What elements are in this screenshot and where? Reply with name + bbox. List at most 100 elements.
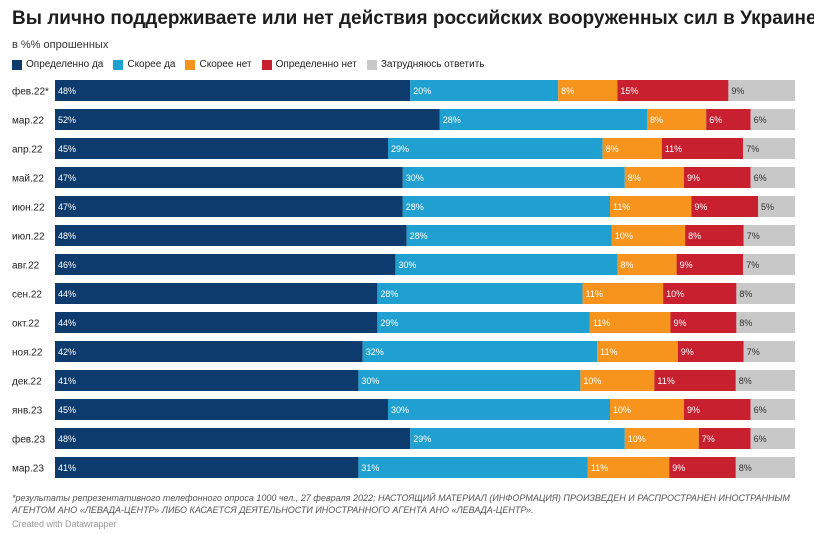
bar-segment (55, 457, 359, 478)
bar-segment (358, 370, 581, 391)
bar-segment (362, 341, 598, 362)
bar-value-label: 41% (58, 376, 76, 386)
bar-value-label: 11% (600, 347, 617, 357)
bar-segment (750, 109, 795, 130)
bar-segment (684, 167, 751, 188)
legend-label: Скорее да (127, 59, 176, 70)
bar-segment (743, 138, 795, 159)
row-label: сен.22 (12, 290, 42, 301)
row-label: авг.22 (12, 261, 40, 272)
bar-segment (587, 457, 670, 478)
bar-value-label: 6% (754, 405, 767, 415)
legend-item: Определенно нет (261, 59, 357, 70)
legend-swatch (113, 59, 124, 70)
bar-segment (684, 399, 751, 420)
bar-segment (55, 428, 411, 449)
bar-segment (55, 283, 378, 304)
row-label: май.22 (12, 174, 44, 185)
bar-value-label: 30% (391, 405, 409, 415)
bar-segment (55, 196, 403, 217)
bar-segment (55, 370, 359, 391)
bar-segment (743, 254, 795, 275)
bar-value-label: 28% (410, 231, 428, 241)
bar-value-label: 42% (58, 347, 76, 357)
row-label: апр.22 (12, 145, 43, 156)
bar-value-label: 46% (58, 260, 76, 270)
bar-value-label: 31% (361, 463, 379, 473)
row-label: июн.22 (12, 203, 45, 214)
bar-value-label: 7% (747, 231, 760, 241)
bar-segment (55, 167, 403, 188)
bar-value-label: 8% (739, 463, 752, 473)
legend-label: Затрудняюсь ответить (380, 59, 485, 70)
row-label: мар.22 (12, 116, 44, 127)
bar-segment (388, 138, 603, 159)
legend-label: Определенно да (26, 59, 104, 70)
bar-value-label: 6% (754, 434, 767, 444)
bar-value-label: 20% (413, 86, 431, 96)
bar-value-label: 32% (366, 347, 384, 357)
bar-value-label: 11% (586, 289, 603, 299)
bar-value-label: 41% (58, 463, 76, 473)
bar-segment (669, 457, 736, 478)
bar-segment (589, 312, 671, 333)
bar-segment (55, 80, 411, 101)
legend-swatch (12, 59, 22, 70)
bar-value-label: 11% (613, 202, 630, 212)
bar-segment (617, 254, 677, 275)
bar-segment (55, 109, 440, 130)
bar-value-label: 9% (694, 202, 707, 212)
row-label: дек.22 (12, 377, 42, 388)
bar-value-label: 8% (739, 318, 752, 328)
bar-value-label: 11% (657, 376, 674, 386)
chart-footnote: *результаты репрезентативного телефонног… (12, 493, 790, 515)
bar-segment (698, 428, 751, 449)
bar-value-label: 9% (681, 347, 694, 357)
bar-value-label: 48% (58, 86, 76, 96)
row-label: окт.22 (12, 319, 40, 330)
bar-segment (55, 341, 363, 362)
bar-segment (55, 138, 388, 159)
bar-value-label: 8% (620, 260, 633, 270)
bar-value-label: 9% (687, 173, 700, 183)
bar-segment (395, 254, 618, 275)
bar-value-label: 10% (613, 405, 631, 415)
bar-value-label: 7% (747, 347, 760, 357)
bar-value-label: 28% (406, 202, 424, 212)
bar-segment (610, 399, 684, 420)
bar-value-label: 5% (761, 202, 774, 212)
bar-value-label: 15% (620, 86, 638, 96)
bar-value-label: 10% (666, 289, 684, 299)
bar-segment (758, 196, 795, 217)
bar-segment (582, 283, 664, 304)
bar-segment (728, 80, 795, 101)
bar-value-label: 9% (687, 405, 700, 415)
bar-value-label: 9% (731, 86, 744, 96)
chart-legend: Определенно да Скорее да Скорее нет Определ… (12, 59, 485, 70)
bar-value-label: 10% (615, 231, 633, 241)
bar-value-label: 9% (672, 463, 685, 473)
bar-segment (617, 80, 729, 101)
bar-value-label: 11% (593, 318, 610, 328)
bar-segment (691, 196, 758, 217)
bar-value-label: 10% (628, 434, 646, 444)
bar-segment (677, 341, 744, 362)
bar-segment (410, 80, 559, 101)
bar-segment (663, 283, 737, 304)
legend-item: Скорее да (113, 59, 175, 70)
bar-segment (735, 457, 795, 478)
bar-segment (661, 138, 744, 159)
bar-segment (706, 109, 751, 130)
bar-segment (750, 428, 795, 449)
bar-segment (55, 254, 396, 275)
bar-value-label: 7% (746, 260, 759, 270)
bar-value-label: 44% (58, 318, 76, 328)
chart-title: Вы лично поддерживаете или нет действия … (12, 8, 814, 29)
bar-segment (743, 341, 795, 362)
bar-segment (439, 109, 647, 130)
row-label: янв.23 (12, 406, 43, 417)
bar-segment (597, 341, 678, 362)
bar-value-label: 11% (665, 144, 682, 154)
bar-segment (750, 167, 795, 188)
bar-segment (676, 254, 744, 275)
